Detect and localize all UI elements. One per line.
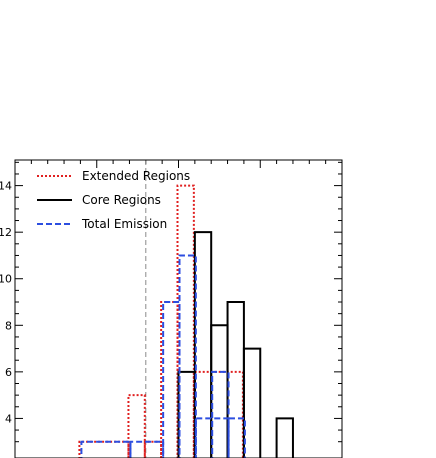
- legend-label: Core Regions: [82, 193, 161, 207]
- y-tick-label: 14: [0, 180, 12, 193]
- histogram-bin: [127, 394, 146, 458]
- histogram-bin: [78, 440, 130, 458]
- histogram-bin: [226, 301, 245, 458]
- histogram-bin: [80, 440, 132, 458]
- histogram-bin: [192, 370, 244, 458]
- histogram-bin: [129, 440, 165, 458]
- y-tick-label: 12: [0, 226, 12, 239]
- y-tick-label: 10: [0, 273, 12, 286]
- histogram-bin: [143, 440, 163, 458]
- histogram-bin: [275, 417, 294, 458]
- y-tick-label: 6: [5, 366, 12, 379]
- legend-label: Extended Regions: [82, 169, 190, 183]
- histogram-bin: [211, 370, 230, 458]
- series-total-emission: [80, 254, 246, 458]
- histogram-bin: [193, 231, 213, 458]
- y-tick-label: 4: [5, 412, 12, 425]
- plot-frame: [14, 159, 343, 458]
- histogram-bin: [210, 324, 229, 458]
- histogram-bin: [227, 417, 246, 458]
- histogram-bin: [178, 254, 197, 458]
- legend-label: Total Emission: [81, 217, 167, 231]
- histogram-bin: [242, 347, 262, 458]
- y-tick-label: 8: [5, 319, 12, 332]
- histogram-bin: [177, 370, 196, 458]
- histogram-bin: [162, 301, 181, 458]
